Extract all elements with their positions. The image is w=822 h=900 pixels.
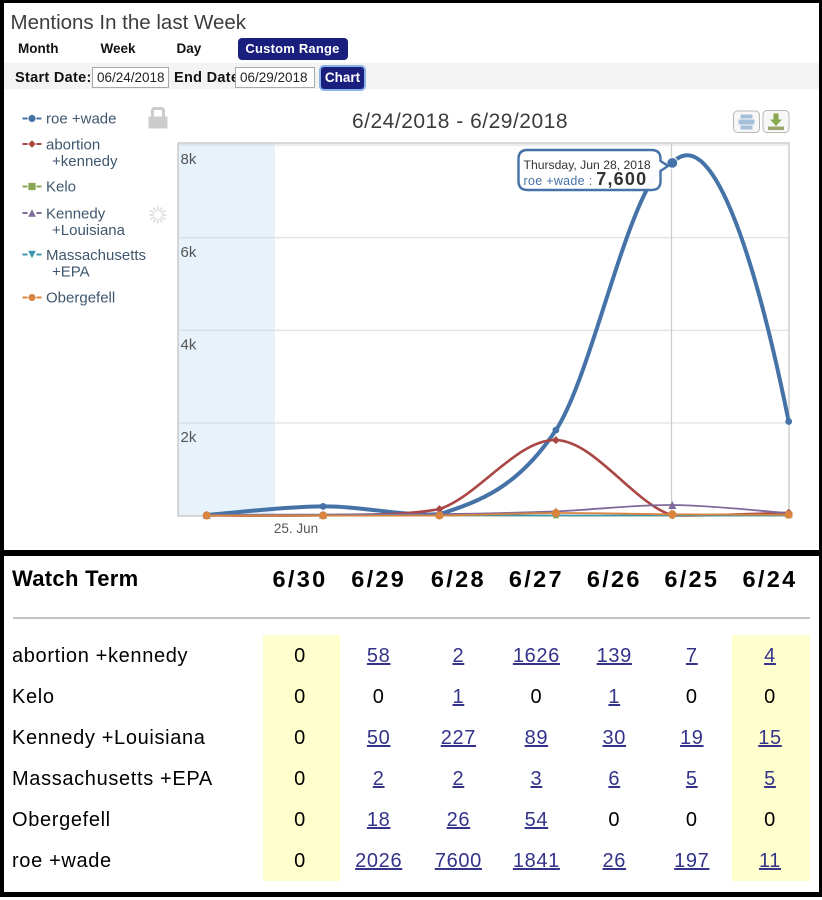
svg-text:Massachusetts: Massachusetts [46, 247, 146, 264]
svg-text:8k: 8k [181, 151, 197, 168]
svg-text:25. Jun: 25. Jun [274, 521, 318, 536]
svg-text:abortion: abortion [46, 137, 100, 154]
svg-text:+kennedy: +kennedy [52, 153, 118, 170]
svg-text:Kelo: Kelo [46, 179, 76, 196]
svg-text:Obergefell: Obergefell [46, 290, 115, 307]
svg-text:roe +wade: roe +wade [46, 111, 116, 128]
svg-text:Kennedy: Kennedy [46, 206, 106, 223]
svg-text:4k: 4k [181, 337, 197, 354]
svg-text:roe +wade : 7,600: roe +wade : 7,600 [524, 169, 648, 189]
svg-text:+Louisiana: +Louisiana [52, 222, 126, 239]
svg-text:6/24/2018 - 6/29/2018: 6/24/2018 - 6/29/2018 [352, 110, 568, 133]
svg-text:2k: 2k [181, 429, 197, 446]
svg-text:Thursday, Jun 28, 2018: Thursday, Jun 28, 2018 [524, 158, 651, 172]
svg-text:+EPA: +EPA [52, 264, 90, 281]
svg-text:6k: 6k [181, 244, 197, 261]
